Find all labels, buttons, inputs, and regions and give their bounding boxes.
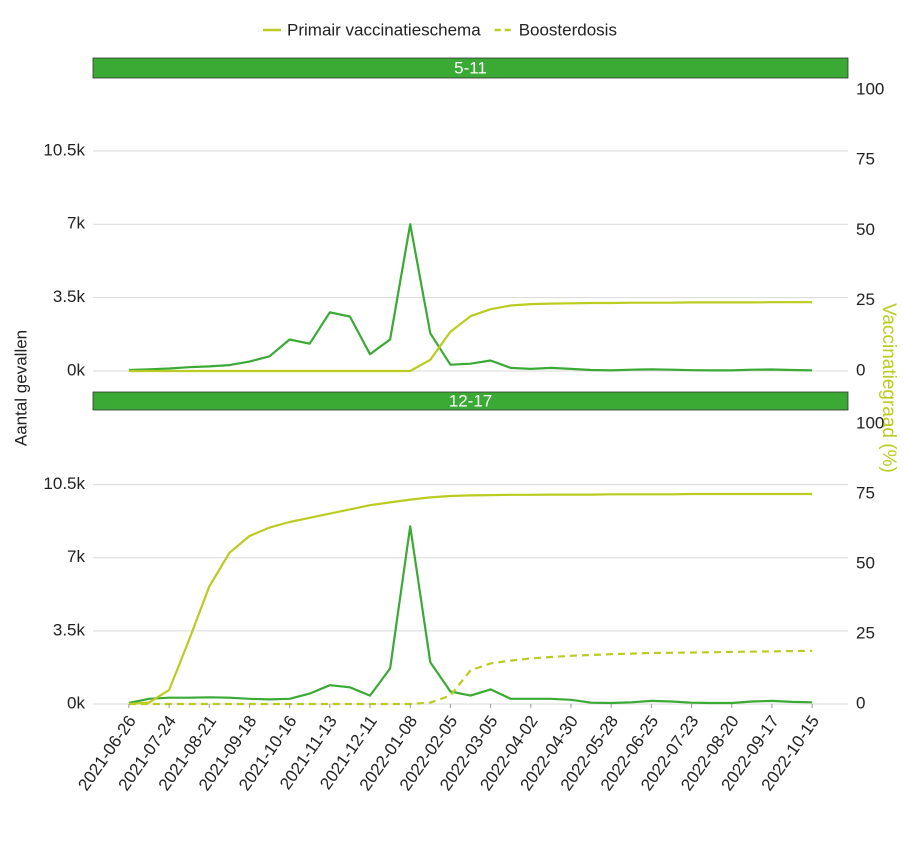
y2-axis-label: Vaccinatiegraad (%)	[878, 303, 899, 473]
y2-tick-label: 25	[856, 290, 875, 309]
series-line	[128, 301, 813, 373]
y-tick-label: 0k	[67, 360, 85, 379]
panel-title: 12-17	[449, 391, 492, 410]
y-axis-label: Aantal gevallen	[11, 330, 30, 446]
series-line	[128, 223, 813, 372]
y2-tick-label: 25	[856, 623, 875, 642]
y2-tick-label: 50	[856, 553, 875, 572]
panel-header	[92, 391, 849, 411]
y-tick-label: 10.5k	[43, 140, 85, 159]
panel-title: 5-11	[454, 58, 487, 77]
y2-tick-label: 100	[856, 413, 884, 432]
panel-header	[92, 57, 849, 79]
y-tick-label: 7k	[67, 214, 85, 233]
y-tick-label: 0k	[67, 693, 85, 712]
y-tick-label: 10.5k	[43, 474, 85, 493]
y2-tick-label: 75	[856, 150, 875, 169]
legend-label: Primair vaccinatieschema	[287, 20, 481, 39]
y2-tick-label: 50	[856, 220, 875, 239]
y-tick-label: 3.5k	[53, 620, 86, 639]
series-line	[128, 649, 813, 706]
series-line	[128, 492, 813, 706]
y2-tick-label: 0	[856, 693, 865, 712]
legend-label: Boosterdosis	[519, 20, 617, 39]
y-tick-label: 7k	[67, 547, 85, 566]
y2-tick-label: 100	[856, 79, 884, 98]
y2-tick-label: 0	[856, 360, 865, 379]
y-tick-label: 3.5k	[53, 287, 86, 306]
series-line	[128, 525, 813, 705]
y2-tick-label: 75	[856, 483, 875, 502]
